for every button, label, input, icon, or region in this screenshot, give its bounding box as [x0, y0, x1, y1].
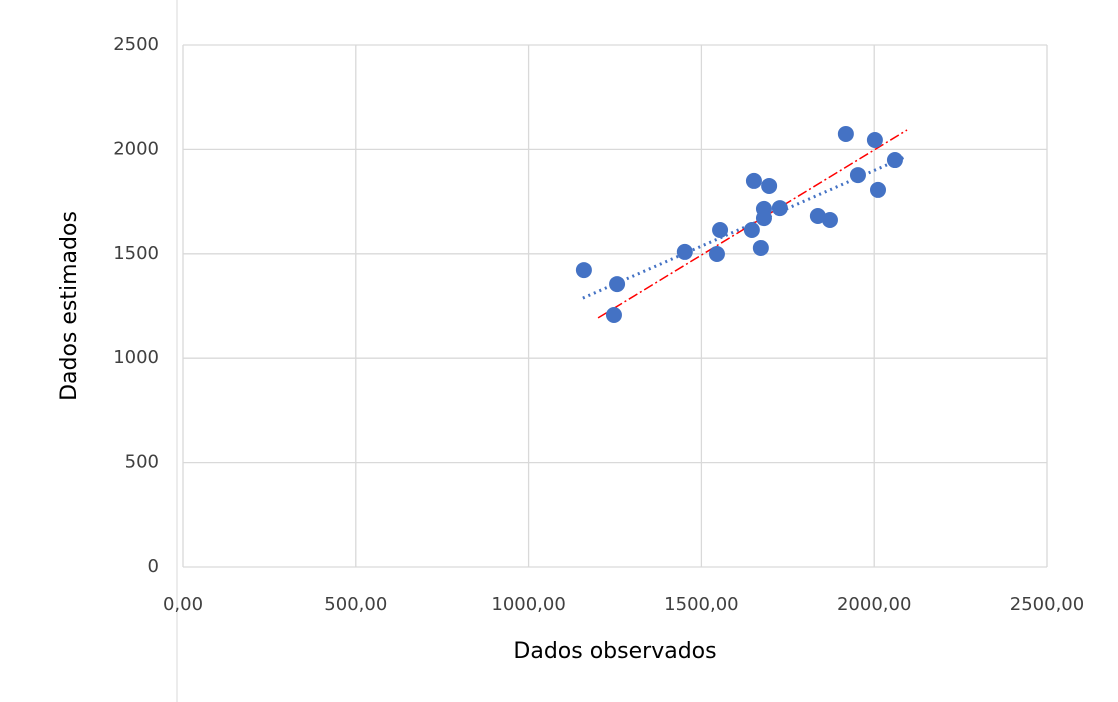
- y-tick-label: 0: [148, 556, 159, 577]
- x-tick-label: 2500,00: [1010, 594, 1084, 615]
- x-tick-label: 0,00: [163, 594, 203, 615]
- point: [708, 246, 725, 263]
- point: [870, 181, 887, 198]
- y-tick-label: 2000: [113, 138, 159, 159]
- point: [809, 208, 826, 225]
- point: [821, 211, 838, 228]
- point: [755, 210, 772, 227]
- point: [761, 177, 778, 194]
- point: [752, 239, 769, 256]
- x-axis-title: Dados observados: [513, 639, 716, 664]
- x-tick-label: 1500,00: [664, 594, 738, 615]
- y-tick-label: 2500: [113, 34, 159, 55]
- x-tick-label: 1000,00: [491, 594, 565, 615]
- x-tick-label: 2000,00: [837, 594, 911, 615]
- y-axis-title: Dados estimados: [57, 211, 82, 401]
- y-tick-label: 1500: [113, 243, 159, 264]
- point: [575, 262, 592, 279]
- point: [849, 167, 866, 184]
- point: [837, 125, 854, 142]
- point: [771, 200, 788, 217]
- x-tick-label: 500,00: [324, 594, 387, 615]
- point: [609, 276, 626, 293]
- y-tick-label: 1000: [113, 347, 159, 368]
- point: [886, 152, 903, 169]
- point: [605, 306, 622, 323]
- point: [743, 221, 760, 238]
- point: [676, 243, 693, 260]
- point: [745, 172, 762, 189]
- y-tick-label: 500: [125, 452, 159, 473]
- point: [712, 221, 729, 238]
- point: [866, 132, 883, 149]
